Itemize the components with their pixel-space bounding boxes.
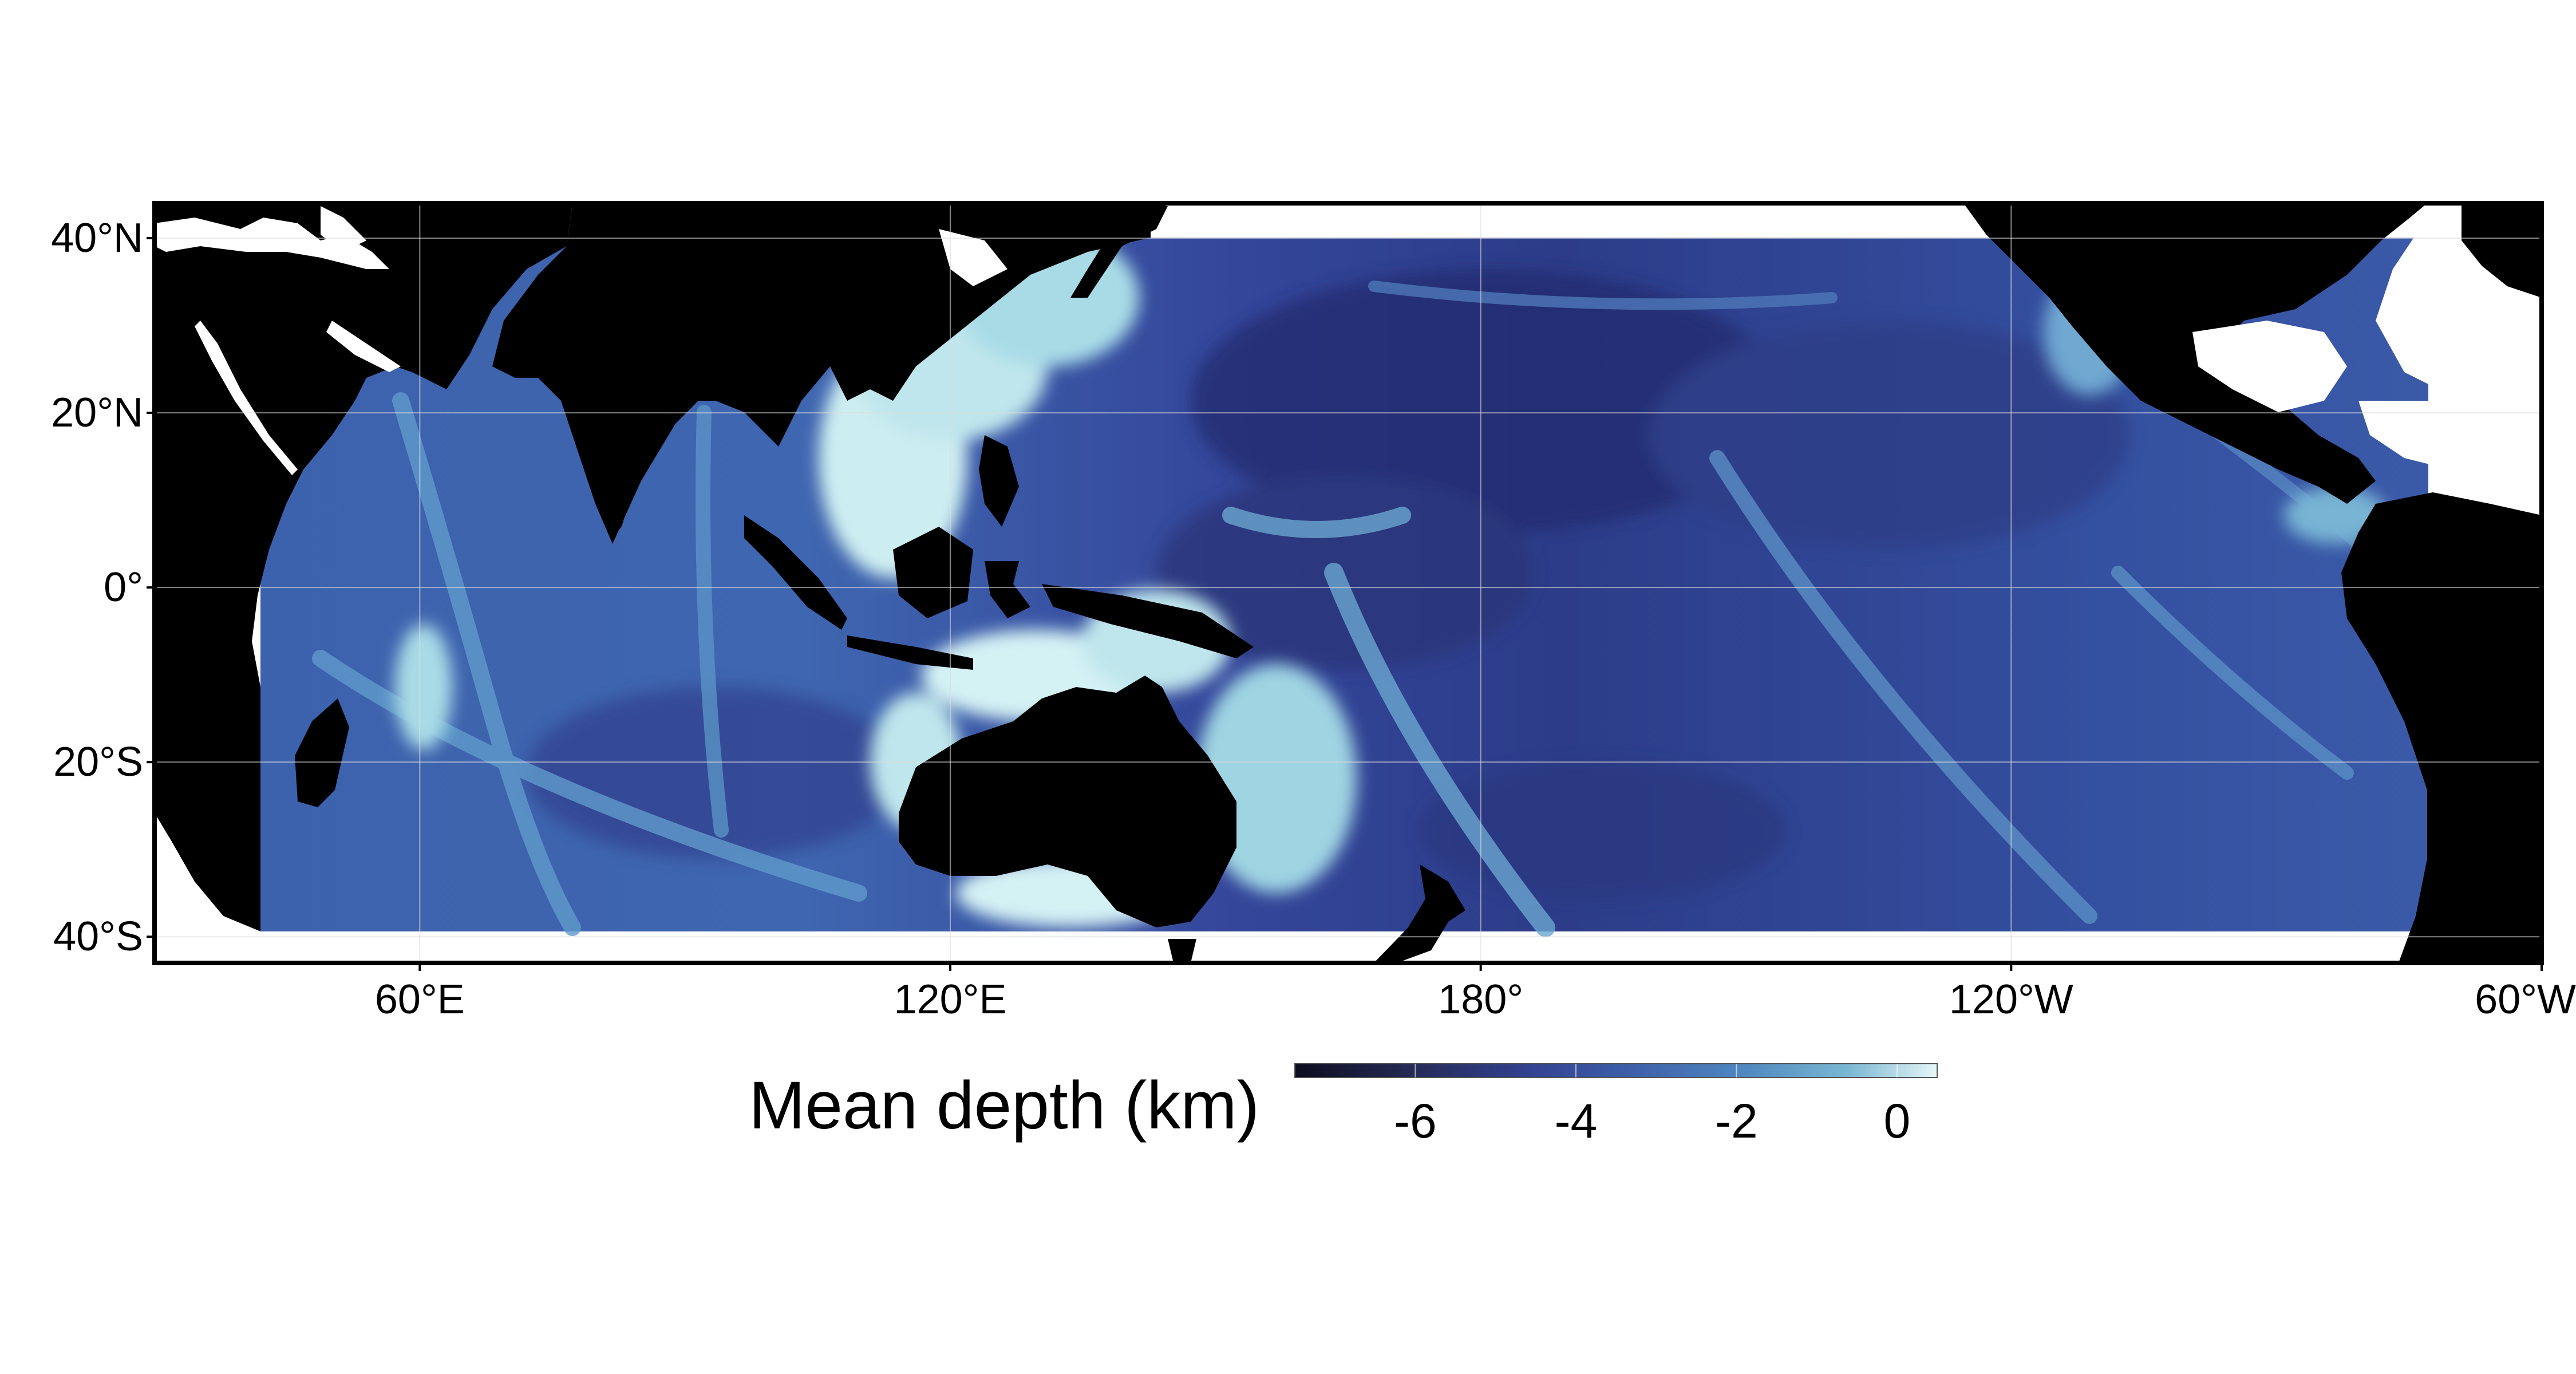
land-asia — [492, 203, 1151, 544]
south-indian-gap — [155, 813, 260, 963]
lon-tick-label: 120°W — [1949, 977, 2073, 1022]
east-china-sea-north — [939, 229, 1008, 286]
colorbar-ticks — [1415, 1064, 1898, 1077]
lon-tick-label: 120°E — [894, 977, 1007, 1022]
colorbar-tick-label: 0 — [1883, 1094, 1911, 1148]
lat-tick-label: 0° — [104, 564, 143, 611]
land-australia — [899, 676, 1236, 927]
lat-tick-label: 20°S — [53, 739, 143, 785]
land-tasmania — [1168, 939, 1196, 963]
persian-gulf — [326, 321, 401, 372]
lon-tick-label: 180° — [1438, 977, 1524, 1022]
land-africa — [155, 203, 572, 931]
lon-tick-label: 60°W — [2475, 977, 2576, 1022]
colorbar-title: Mean depth (km) — [749, 1068, 1259, 1143]
graticule — [155, 203, 2542, 963]
caspian — [321, 206, 366, 252]
land-sri-lanka — [603, 498, 624, 532]
land-sumatra — [744, 515, 847, 630]
axis-ticks — [147, 237, 2543, 971]
land-sulawesi — [985, 561, 1030, 618]
lat-tick-label: 40°N — [51, 215, 143, 261]
land-madagascar — [295, 698, 349, 807]
lon-tick-label: 60°E — [374, 977, 465, 1022]
mediterranean — [155, 218, 389, 269]
lat-tick-label: 20°N — [51, 390, 143, 436]
land-new-guinea — [1042, 584, 1254, 658]
land-japan — [1070, 203, 1168, 298]
atlantic-north — [2376, 218, 2542, 515]
colorbar-tick-label: -2 — [1715, 1094, 1758, 1148]
gulf-of-mexico — [2192, 321, 2347, 412]
land-borneo — [893, 527, 973, 618]
lat-tick-label: 40°S — [53, 914, 143, 960]
colorbar-tick-label: -6 — [1394, 1094, 1437, 1148]
land-north-america — [1963, 203, 2427, 504]
land-south-america — [2341, 492, 2542, 963]
map-frame — [152, 201, 2544, 965]
colorbar-bar — [1294, 1063, 1938, 1078]
land-new-zealand — [1374, 864, 1465, 963]
land-philippines — [979, 435, 1019, 527]
land-masses — [155, 203, 2542, 963]
land-java — [847, 635, 973, 670]
land-greenland-corner — [2462, 203, 2542, 298]
red-sea — [195, 321, 298, 475]
colorbar-tick-label: -4 — [1554, 1094, 1598, 1148]
map-area — [155, 203, 2542, 963]
no-data-areas — [155, 206, 2542, 963]
